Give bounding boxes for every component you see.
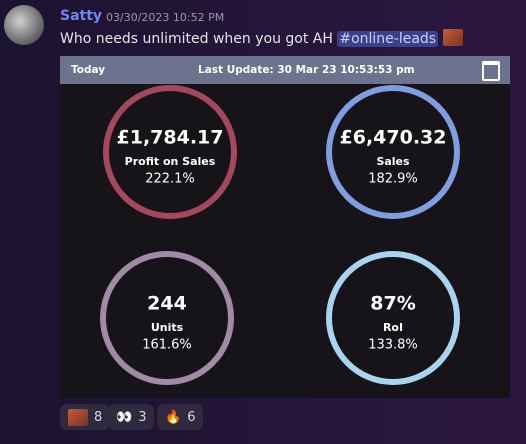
emoji: 🔥 [165, 409, 182, 425]
last-update: Last Update: 30 Mar 23 10:53:53 pm [198, 64, 415, 76]
reaction-count: 6 [187, 409, 196, 425]
tiles: £1,784.17 Profit on Sales 222.1% £6,470.32 S… [100, 85, 460, 385]
timestamp: 03/30/2023 10:52 PM [106, 11, 225, 24]
embed-image[interactable]: Today Last Update: 30 Mar 23 10:53:53 pm… [60, 56, 510, 398]
reaction-count: 3 [138, 409, 147, 425]
ring [103, 85, 237, 219]
tile-label: Sales [376, 155, 410, 168]
tile-value: £1,784.17 [117, 127, 224, 149]
ring [326, 85, 460, 219]
avatar[interactable] [4, 5, 44, 45]
custom-emoji [68, 408, 88, 426]
custom-emoji [442, 29, 463, 46]
tile-percent: 133.8% [368, 338, 418, 353]
ring [100, 251, 234, 385]
text: Who needs unlimited when you got AH [60, 31, 333, 47]
header-bar: Today Last Update: 30 Mar 23 10:53:53 pm [60, 56, 510, 84]
emoji: 👀 [116, 409, 133, 425]
tile-percent: 161.6% [142, 338, 192, 353]
tile-percent: 222.1% [145, 172, 195, 187]
tile-label: Profit on Sales [125, 155, 216, 168]
author[interactable]: Satty [60, 8, 103, 24]
tile-label: RoI [383, 321, 403, 334]
reaction[interactable]: 8 [60, 404, 111, 430]
channel-mention[interactable]: #online-leads [337, 31, 439, 47]
calendar-icon [482, 61, 500, 81]
reaction[interactable]: 👀 3 [108, 404, 155, 430]
message-text: Who needs unlimited when you got AH #onl… [60, 29, 463, 47]
reaction[interactable]: 🔥 6 [157, 404, 204, 430]
tile-percent: 182.9% [368, 172, 418, 187]
tile-value: 244 [147, 293, 187, 315]
ring [326, 251, 460, 385]
tile-value: 87% [370, 293, 415, 315]
tile-label: Units [151, 321, 184, 334]
period: Today [71, 64, 106, 76]
reaction-count: 8 [94, 409, 103, 425]
tile-value: £6,470.32 [340, 127, 447, 149]
